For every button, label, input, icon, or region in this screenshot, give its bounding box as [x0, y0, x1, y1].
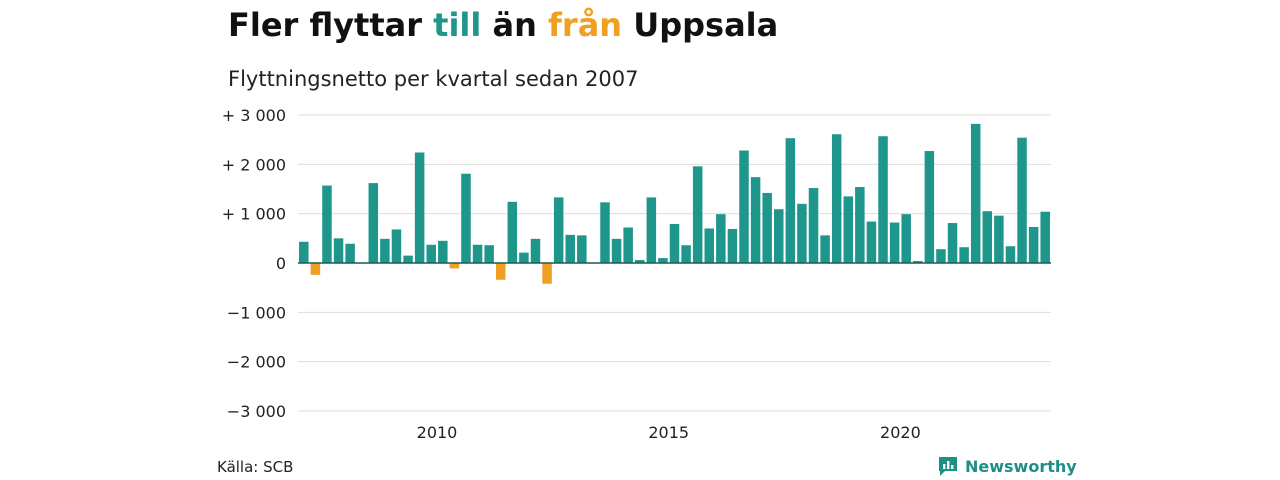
bar	[634, 260, 645, 263]
bar	[646, 197, 657, 263]
bar	[600, 202, 610, 263]
bar	[704, 228, 715, 263]
bar	[716, 214, 726, 263]
bar	[484, 245, 494, 263]
bar	[924, 151, 935, 263]
bar	[611, 238, 622, 263]
bar	[333, 238, 344, 263]
bar	[970, 123, 981, 263]
bar	[322, 185, 332, 263]
bar	[774, 209, 784, 263]
x-axis-labels: 2010 2015 2020	[417, 423, 921, 442]
bar	[623, 227, 633, 263]
x-tick-label: 2015	[648, 423, 689, 442]
bar	[403, 255, 413, 263]
bar	[1005, 246, 1016, 263]
y-tick-label: + 1 000	[222, 205, 286, 224]
bar	[1017, 137, 1027, 263]
y-tick-label: + 2 000	[222, 155, 286, 174]
y-tick-label: −3 000	[227, 402, 286, 421]
bar	[889, 222, 900, 263]
newsworthy-brand: Newsworthy	[937, 455, 1077, 477]
bar	[692, 166, 703, 263]
bar	[507, 201, 518, 263]
bars	[299, 123, 1050, 284]
bar	[866, 221, 877, 263]
bar	[530, 238, 541, 263]
chart-subtitle: Flyttningsnetto per kvartal sedan 2007	[228, 67, 639, 91]
y-tick-label: −1 000	[227, 303, 286, 322]
title-part-3: Uppsala	[622, 6, 779, 44]
bar	[982, 211, 993, 263]
bar	[669, 224, 680, 263]
bar	[681, 245, 691, 263]
bar	[831, 134, 842, 263]
bar	[438, 240, 448, 263]
bar	[878, 136, 888, 263]
bar	[565, 234, 575, 263]
title-part-2: än	[481, 6, 548, 44]
bar	[414, 152, 425, 263]
bar	[380, 238, 390, 263]
bar	[727, 228, 738, 263]
bar	[461, 173, 471, 263]
x-tick-label: 2010	[417, 423, 458, 442]
bar	[391, 229, 402, 263]
title-part-1: Fler flyttar	[228, 6, 434, 44]
chart-title: Fler flyttar till än från Uppsala	[228, 6, 778, 44]
bar	[1028, 226, 1039, 263]
bar	[797, 203, 807, 263]
bar	[947, 223, 958, 263]
title-word-fran: från	[548, 6, 623, 44]
bar	[426, 244, 436, 263]
bar	[368, 183, 379, 263]
bar	[345, 243, 355, 263]
bar	[994, 215, 1004, 263]
bar	[472, 244, 483, 263]
bar	[820, 235, 830, 263]
title-word-till: till	[433, 6, 482, 44]
bar	[750, 177, 761, 263]
y-axis-labels: + 3 000 + 2 000 + 1 000 0 −1 000 −2 000 −3 000	[222, 106, 286, 421]
bar	[739, 150, 749, 263]
y-tick-label: + 3 000	[222, 106, 286, 125]
source-note: Källa: SCB	[217, 458, 294, 476]
brand-name: Newsworthy	[965, 456, 1077, 476]
bar	[299, 241, 309, 263]
bar-chart-logo-icon	[939, 457, 957, 476]
bar	[762, 192, 772, 263]
bar	[577, 235, 587, 263]
bar	[855, 187, 865, 263]
bar	[495, 263, 506, 280]
bar	[808, 188, 819, 263]
bar	[519, 252, 529, 263]
bar	[553, 197, 564, 263]
bar	[542, 263, 552, 284]
bar	[449, 263, 460, 269]
bar	[310, 263, 321, 275]
y-tick-label: 0	[276, 254, 286, 273]
x-tick-label: 2020	[880, 423, 921, 442]
bar	[1040, 211, 1050, 263]
bar	[959, 247, 969, 263]
bar	[843, 196, 854, 263]
bar	[913, 261, 923, 263]
y-tick-label: −2 000	[227, 353, 286, 372]
bar	[936, 249, 946, 263]
bar	[785, 138, 796, 263]
bar	[658, 258, 668, 263]
bar-chart: + 3 000 + 2 000 + 1 000 0 −1 000 −2 000 −3 000…	[222, 106, 1051, 442]
bar	[901, 214, 911, 263]
